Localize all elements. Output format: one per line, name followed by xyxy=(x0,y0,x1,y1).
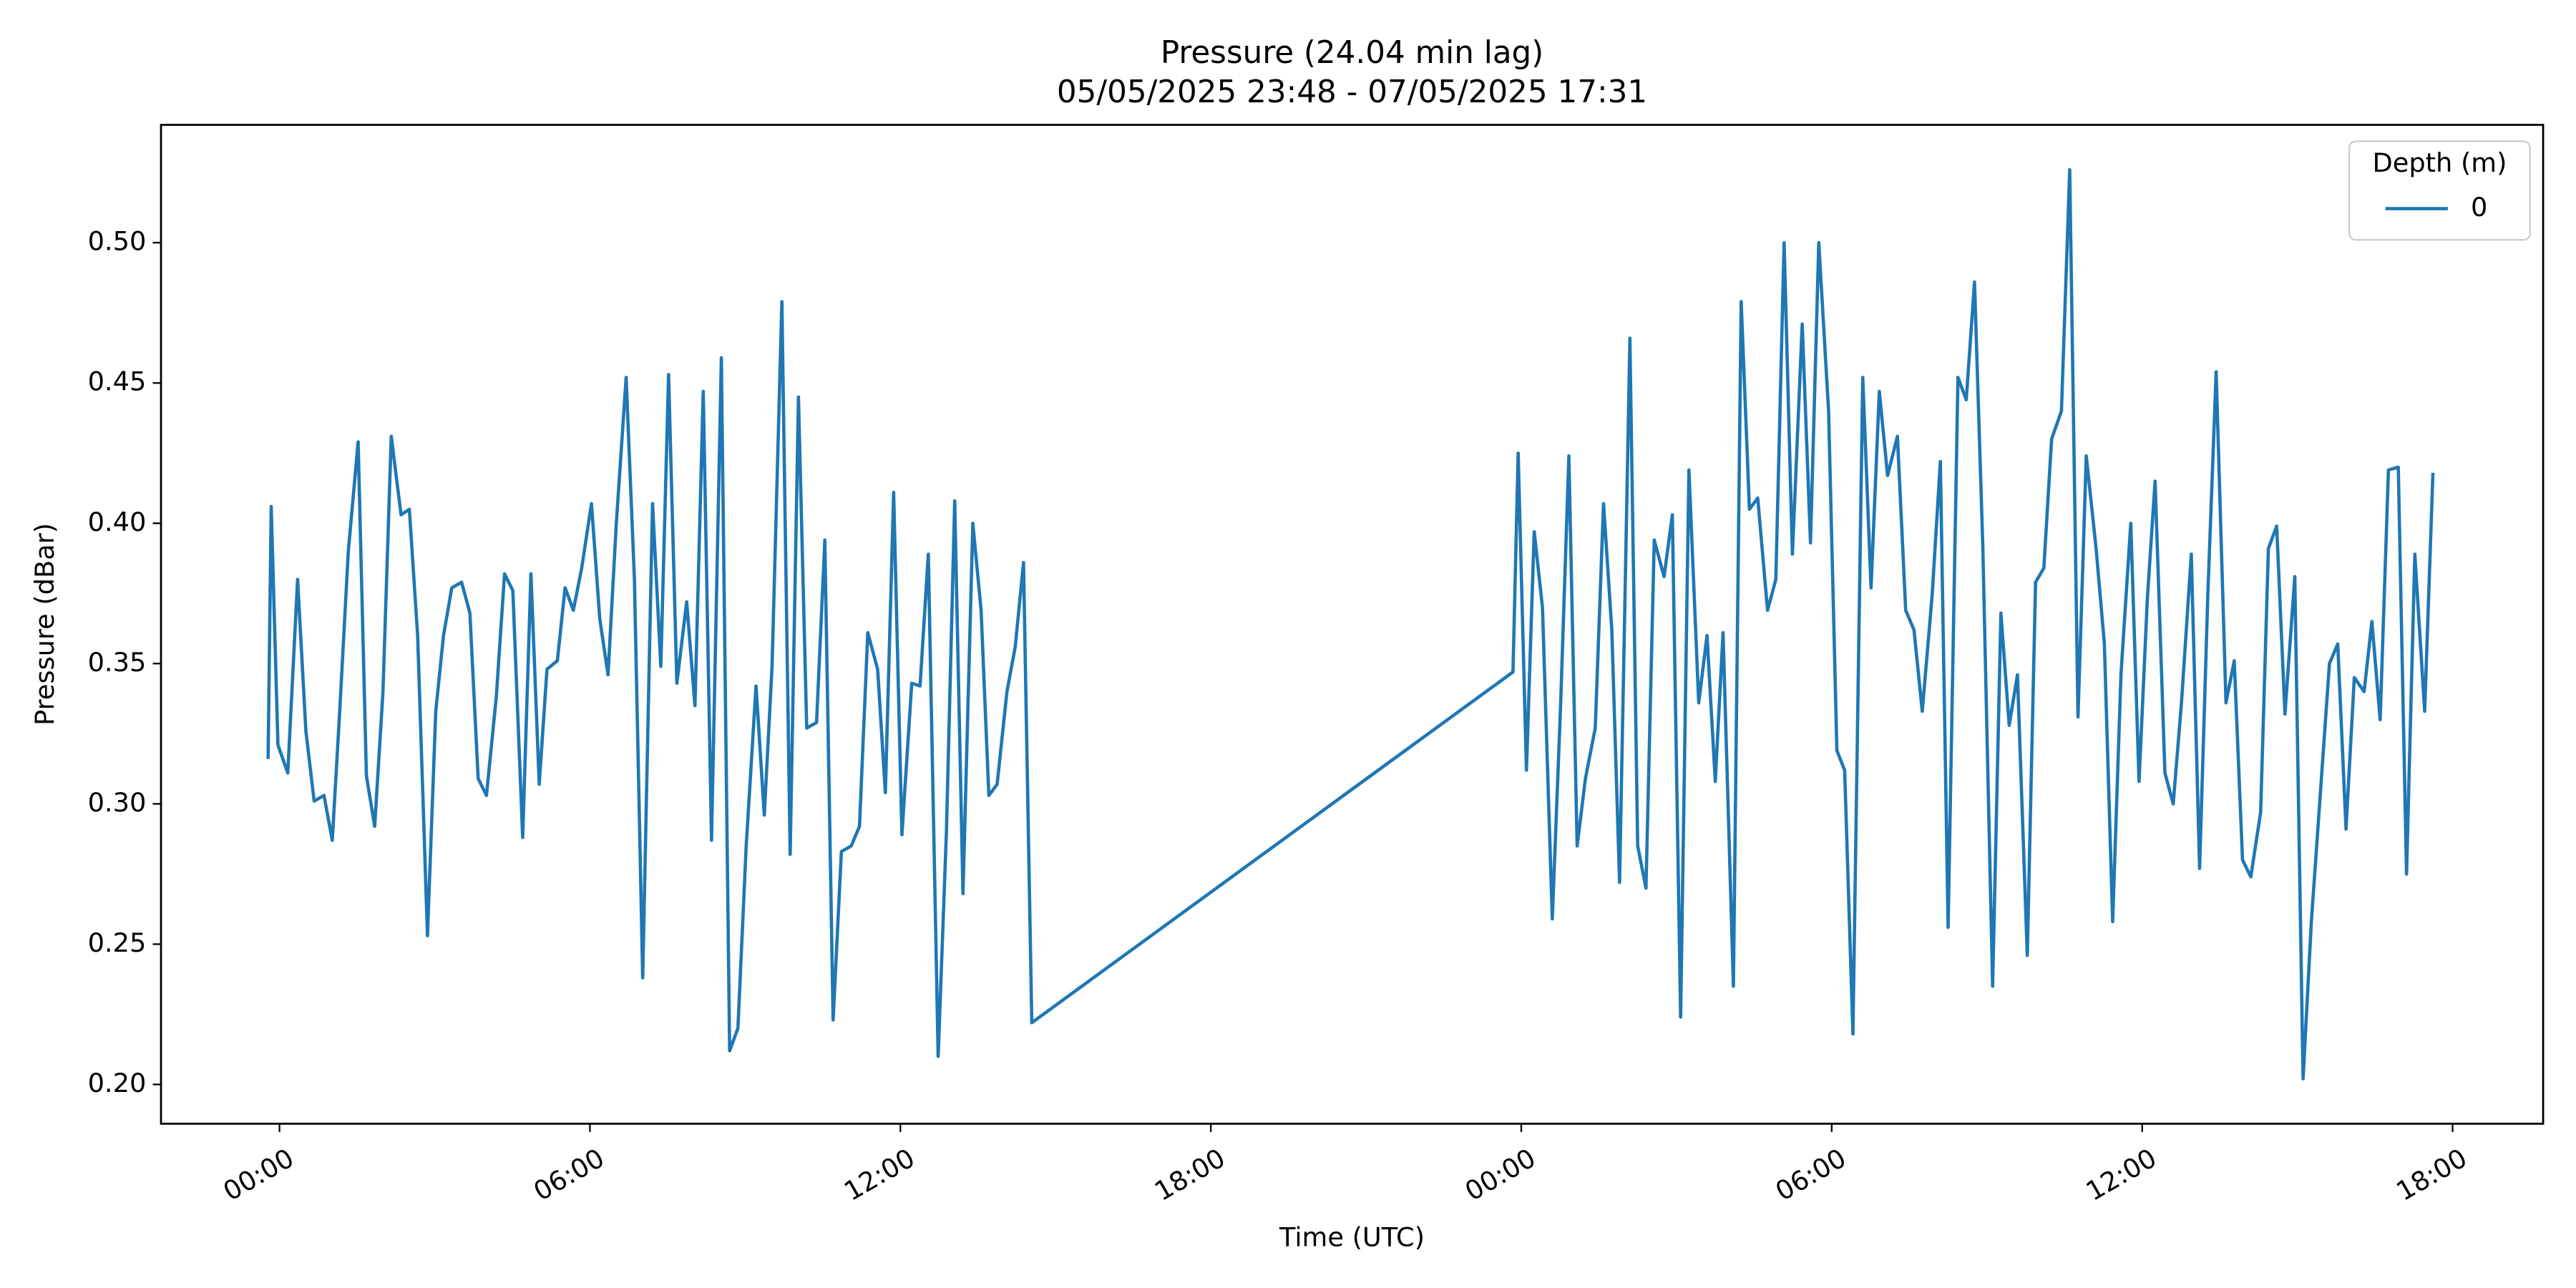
y-tick-label: 0.25 xyxy=(88,927,147,958)
y-axis-label: Pressure (dBar) xyxy=(29,523,60,726)
legend-title: Depth (m) xyxy=(2372,147,2507,178)
y-tick-label: 0.35 xyxy=(88,647,147,678)
y-tick-label: 0.50 xyxy=(88,226,147,257)
legend-box xyxy=(2348,140,2531,241)
y-tick-label: 0.20 xyxy=(88,1068,147,1098)
y-tick-label: 0.30 xyxy=(88,787,147,818)
chart-subtitle: 05/05/2025 23:48 - 07/05/2025 17:31 xyxy=(1057,74,1647,110)
chart-title: Pressure (24.04 min lag) xyxy=(1161,35,1543,71)
data-line xyxy=(266,167,2435,1080)
y-tick-label: 0.40 xyxy=(88,507,147,537)
y-tick-label: 0.45 xyxy=(88,366,147,397)
legend-label: 0 xyxy=(2471,192,2487,223)
plot-frame xyxy=(160,124,2545,1125)
x-axis-label: Time (UTC) xyxy=(1279,1222,1425,1253)
